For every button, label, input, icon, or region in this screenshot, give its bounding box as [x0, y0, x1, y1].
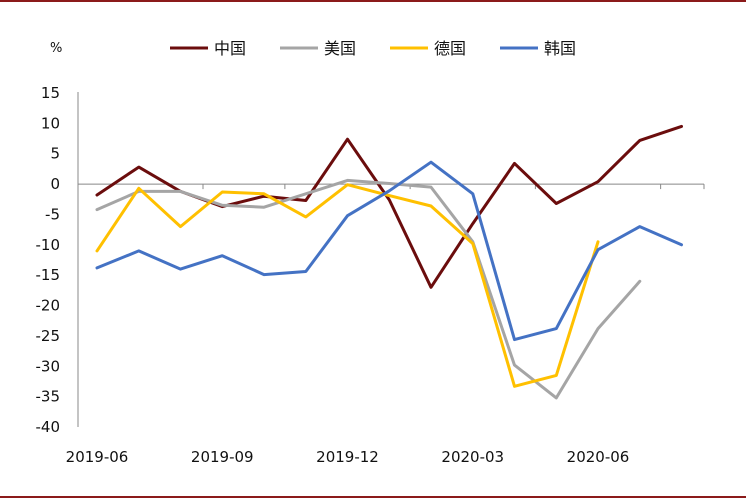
y-axis-unit-label: % [50, 41, 62, 56]
y-tick-label: -10 [36, 236, 61, 254]
legend-label-0: 中国 [214, 39, 246, 58]
y-tick-label: -25 [36, 327, 61, 345]
y-tick-label: -15 [36, 266, 61, 284]
legend-label-2: 德国 [434, 39, 466, 58]
legend-label-1: 美国 [324, 39, 356, 58]
y-tick-label: -5 [45, 205, 60, 223]
x-tick-label: 2019-09 [191, 448, 254, 466]
legend: 中国 美国 德国 韩国 [170, 39, 576, 58]
legend-label-3: 韩国 [544, 39, 576, 58]
y-tick-label: 15 [41, 84, 60, 102]
series-lines [95, 124, 683, 400]
axes [77, 92, 705, 427]
y-tick-label: -30 [36, 357, 61, 375]
x-tick-label: 2019-12 [316, 448, 379, 466]
y-tick-label: 5 [50, 145, 60, 163]
y-tick-label: -20 [36, 297, 61, 315]
series-line-0 [95, 124, 683, 289]
series-line-1 [95, 178, 642, 400]
y-tick-label: 10 [41, 114, 60, 132]
y-tick-label: 0 [50, 175, 60, 193]
x-tick-label: 2020-06 [567, 448, 630, 466]
series-line-3 [95, 160, 683, 342]
x-tick-label: 2019-06 [66, 448, 129, 466]
series-line-2 [95, 183, 600, 388]
x-tick-label: 2020-03 [441, 448, 504, 466]
x-axis-ticks: 2019-06 2019-09 2019-12 2020-03 2020-06 [66, 448, 630, 466]
y-axis-ticks: 15 10 5 0 -5 -10 -15 -20 -25 -30 -35 -40 [36, 84, 61, 436]
y-tick-label: -35 [36, 388, 61, 406]
y-tick-label: -40 [36, 418, 61, 436]
